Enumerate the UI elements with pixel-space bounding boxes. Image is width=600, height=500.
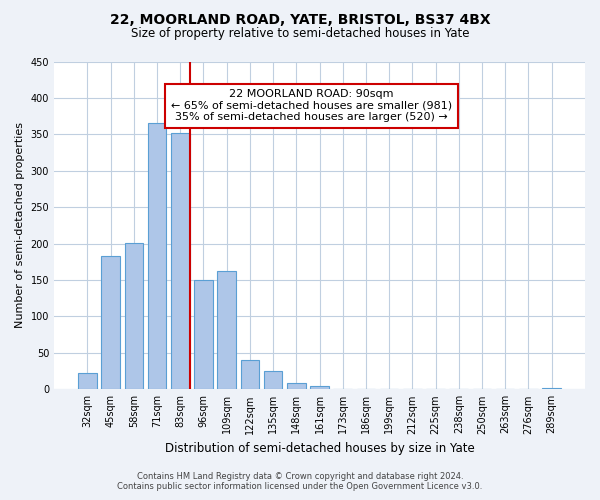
Text: 22 MOORLAND ROAD: 90sqm
← 65% of semi-detached houses are smaller (981)
35% of s: 22 MOORLAND ROAD: 90sqm ← 65% of semi-de… xyxy=(171,89,452,122)
Y-axis label: Number of semi-detached properties: Number of semi-detached properties xyxy=(15,122,25,328)
Text: Contains HM Land Registry data © Crown copyright and database right 2024.
Contai: Contains HM Land Registry data © Crown c… xyxy=(118,472,482,491)
Bar xyxy=(542,388,561,390)
Bar xyxy=(241,360,259,390)
Bar xyxy=(171,133,190,390)
Bar xyxy=(310,386,329,390)
Text: Size of property relative to semi-detached houses in Yate: Size of property relative to semi-detach… xyxy=(131,28,469,40)
X-axis label: Distribution of semi-detached houses by size in Yate: Distribution of semi-detached houses by … xyxy=(164,442,475,455)
Bar xyxy=(101,256,120,390)
Bar xyxy=(148,124,166,390)
Bar xyxy=(287,382,305,390)
Bar xyxy=(264,371,283,390)
Bar xyxy=(78,374,97,390)
Bar xyxy=(194,280,213,390)
Bar xyxy=(217,270,236,390)
Text: 22, MOORLAND ROAD, YATE, BRISTOL, BS37 4BX: 22, MOORLAND ROAD, YATE, BRISTOL, BS37 4… xyxy=(110,12,490,26)
Bar xyxy=(125,243,143,390)
